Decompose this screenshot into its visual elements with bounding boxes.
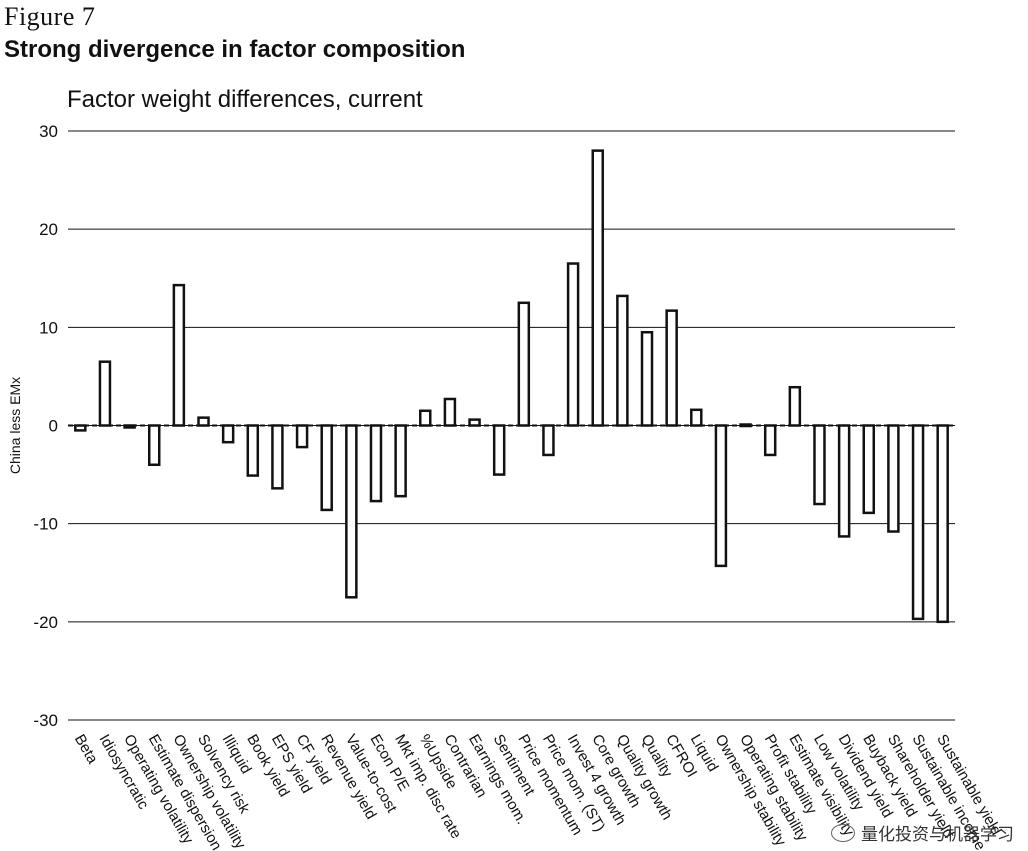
bar	[517, 301, 531, 427]
y-tick-label: 10	[39, 318, 58, 337]
bar	[739, 423, 752, 428]
wechat-icon	[831, 823, 855, 842]
bar	[936, 424, 949, 624]
bar	[221, 424, 235, 444]
bar	[690, 408, 703, 427]
bar	[911, 424, 925, 621]
bar	[246, 424, 260, 477]
bar	[443, 397, 457, 427]
x-tick-label: Beta	[71, 732, 101, 768]
y-tick-label: 30	[39, 122, 58, 141]
bar	[74, 424, 87, 432]
bar	[714, 424, 728, 568]
bar	[862, 424, 876, 515]
bar	[271, 424, 284, 490]
bar	[492, 424, 506, 476]
y-tick-label: 20	[39, 220, 58, 239]
bar	[320, 424, 333, 512]
chart-subtitle: Factor weight differences, current	[67, 86, 423, 113]
bar	[172, 283, 186, 427]
y-tick-label: 0	[49, 417, 58, 436]
bar	[591, 149, 604, 427]
bar	[542, 424, 555, 457]
bar	[345, 424, 358, 599]
bar	[147, 424, 161, 467]
bar	[197, 416, 210, 427]
figure-title: Strong divergence in factor composition	[4, 36, 466, 63]
y-tick-label: -20	[33, 613, 58, 632]
y-tick-label: -30	[33, 711, 58, 730]
y-axis-label: China less EMx	[7, 377, 23, 474]
bar	[419, 409, 432, 427]
y-tick-label: -10	[33, 515, 58, 534]
bar	[98, 360, 112, 427]
bar	[813, 424, 826, 506]
bar	[763, 424, 777, 457]
bar	[837, 424, 851, 538]
bar	[468, 418, 481, 427]
watermark-text: 量化投资与机器学习	[861, 825, 1014, 845]
figure-label: Figure 7	[4, 2, 96, 31]
watermark: 量化投资与机器学习	[831, 820, 1014, 845]
bar	[640, 330, 654, 427]
bar	[665, 309, 678, 427]
bar	[616, 294, 629, 427]
bar	[887, 424, 900, 533]
bar	[295, 424, 309, 449]
bar	[566, 262, 580, 427]
bar	[123, 424, 136, 429]
bar	[788, 385, 802, 427]
bar	[394, 424, 407, 498]
bar	[369, 424, 383, 503]
